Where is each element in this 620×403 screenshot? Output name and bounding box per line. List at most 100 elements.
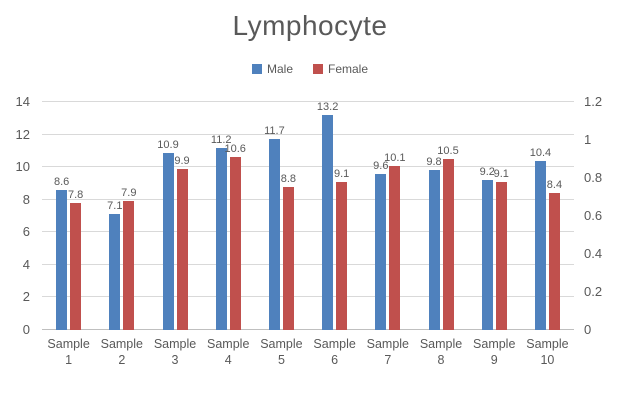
male-bar-wrap: 8.6 bbox=[53, 102, 70, 330]
bar-group: 10.9 9.9 bbox=[148, 102, 201, 330]
female-bar-wrap: 9.1 bbox=[333, 102, 350, 330]
male-value-label: 8.6 bbox=[53, 175, 70, 188]
male-bar bbox=[268, 139, 280, 330]
female-bar bbox=[336, 181, 348, 330]
legend-item-female: Female bbox=[313, 62, 368, 76]
female-bar-wrap: 8.8 bbox=[281, 102, 296, 330]
x-axis-category-label: Sample 10 bbox=[526, 337, 569, 367]
male-value-label: 13.2 bbox=[316, 101, 339, 114]
gridline bbox=[42, 166, 574, 168]
female-bar bbox=[176, 168, 188, 330]
bar-group: 11.7 8.8 bbox=[255, 102, 308, 330]
male-bar-wrap: 10.4 bbox=[530, 102, 551, 330]
male-bar-wrap: 9.2 bbox=[479, 102, 495, 330]
bar-group: 8.6 7.8 bbox=[42, 102, 95, 330]
bar-group: 7.1 7.9 bbox=[95, 102, 148, 330]
male-bar-wrap: 11.7 bbox=[264, 102, 285, 330]
female-bar-wrap: 7.9 bbox=[121, 102, 137, 330]
y-axis-left-tick-label: 2 bbox=[22, 289, 30, 305]
female-bar-wrap: 10.5 bbox=[437, 102, 459, 330]
female-value-label: 10.5 bbox=[437, 145, 459, 157]
female-bar-wrap: 8.4 bbox=[547, 102, 562, 330]
male-value-label: 9.2 bbox=[479, 166, 495, 179]
y-axis-right-tick-label: 0.4 bbox=[584, 246, 603, 261]
female-bar bbox=[442, 159, 454, 330]
female-value-label: 10.6 bbox=[224, 143, 246, 156]
y-axis-right-tick-label: 0 bbox=[584, 322, 592, 337]
female-series-swatch bbox=[313, 64, 323, 74]
male-bar-wrap: 13.2 bbox=[317, 101, 338, 330]
legend-label-male: Male bbox=[266, 62, 293, 76]
female-value-label: 9.1 bbox=[333, 167, 350, 180]
legend-label-female: Female bbox=[328, 62, 369, 76]
male-bar-wrap: 7.1 bbox=[107, 102, 123, 330]
gridline bbox=[42, 198, 574, 200]
male-value-label: 10.9 bbox=[157, 138, 179, 151]
gridline bbox=[42, 296, 574, 298]
y-axis-right-tick-label: 0.6 bbox=[584, 208, 603, 223]
female-value-label: 7.8 bbox=[67, 188, 84, 201]
gridline bbox=[42, 133, 574, 135]
female-bar-wrap: 7.8 bbox=[67, 102, 84, 330]
x-axis-category-label: Sample 4 bbox=[207, 337, 250, 367]
x-axis-category-label: Sample 6 bbox=[313, 337, 356, 367]
female-bar-wrap: 9.1 bbox=[494, 102, 509, 330]
female-bar bbox=[548, 193, 560, 330]
gridline bbox=[42, 329, 574, 330]
male-bar bbox=[322, 115, 334, 330]
y-axis-left-tick-label: 8 bbox=[22, 191, 30, 207]
gridline bbox=[42, 231, 574, 233]
female-value-label: 7.9 bbox=[121, 187, 137, 200]
legend: Male Female bbox=[0, 62, 620, 76]
bar-group: 9.8 10.5 bbox=[414, 102, 467, 330]
female-bar bbox=[70, 202, 82, 330]
male-value-label: 7.1 bbox=[107, 200, 123, 213]
male-bar bbox=[481, 180, 493, 330]
y-axis-left-tick-label: 0 bbox=[22, 322, 30, 337]
gridline bbox=[42, 101, 574, 102]
male-bar-wrap: 11.2 bbox=[211, 102, 232, 330]
y-axis-left-tick-label: 4 bbox=[22, 256, 30, 272]
female-bar bbox=[229, 157, 241, 330]
y-axis-left-tick-label: 6 bbox=[22, 224, 30, 240]
male-bar-wrap: 10.9 bbox=[157, 102, 179, 330]
male-bar bbox=[428, 170, 440, 330]
bar-groups: 8.6 7.8 7.1 7.9 10.9 9.9 11.2 10.6 11.7 8.8 13.2 9.… bbox=[42, 101, 574, 330]
male-series-swatch bbox=[251, 64, 262, 74]
plot-area: 8.6 7.8 7.1 7.9 10.9 9.9 11.2 10.6 11.7 8.8 13.2 9.… bbox=[42, 101, 574, 330]
male-value-label: 9.6 bbox=[373, 159, 389, 172]
x-axis: Sample 1 Sample 2 Sample 3 Sample 4 Sample 5 Sampl… bbox=[42, 336, 574, 368]
y-axis-left-tick-label: 10 bbox=[15, 159, 30, 175]
female-value-label: 10.1 bbox=[384, 151, 406, 164]
female-bar bbox=[282, 186, 294, 330]
y-axis-left-tick-label: 12 bbox=[15, 126, 30, 142]
male-bar bbox=[534, 160, 546, 330]
female-bar bbox=[389, 165, 401, 330]
x-axis-category-label: Sample 3 bbox=[153, 337, 197, 367]
female-bar-wrap: 10.6 bbox=[224, 102, 246, 330]
male-bar bbox=[109, 214, 121, 330]
x-axis-category-label: Sample 5 bbox=[260, 337, 303, 367]
y-axis-left: 0 2 4 6 8 10 12 14 bbox=[0, 94, 36, 337]
male-bar bbox=[375, 173, 387, 330]
male-value-label: 11.7 bbox=[264, 125, 285, 138]
male-bar-wrap: 9.6 bbox=[373, 102, 389, 330]
y-axis-right-tick-label: 0.2 bbox=[584, 284, 603, 299]
y-axis-left-tick-label: 14 bbox=[15, 94, 30, 109]
male-bar-wrap: 9.8 bbox=[426, 102, 442, 330]
male-value-label: 10.4 bbox=[529, 146, 552, 159]
gridline bbox=[42, 263, 574, 265]
x-axis-category-label: Sample 8 bbox=[419, 337, 463, 367]
male-bar bbox=[56, 189, 68, 330]
bar-group: 9.6 10.1 bbox=[361, 102, 414, 330]
bar-group: 9.2 9.1 bbox=[468, 102, 521, 330]
female-value-label: 9.9 bbox=[174, 154, 190, 167]
y-axis-right-tick-label: 0.8 bbox=[584, 170, 603, 185]
female-bar-wrap: 10.1 bbox=[384, 102, 406, 330]
male-bar bbox=[162, 152, 174, 330]
bar-group: 11.2 10.6 bbox=[202, 102, 255, 330]
y-axis-right: 0 0.2 0.4 0.6 0.8 1 1.2 bbox=[578, 94, 618, 337]
chart-title: Lymphocyte bbox=[232, 10, 388, 41]
male-value-label: 9.8 bbox=[426, 156, 442, 169]
